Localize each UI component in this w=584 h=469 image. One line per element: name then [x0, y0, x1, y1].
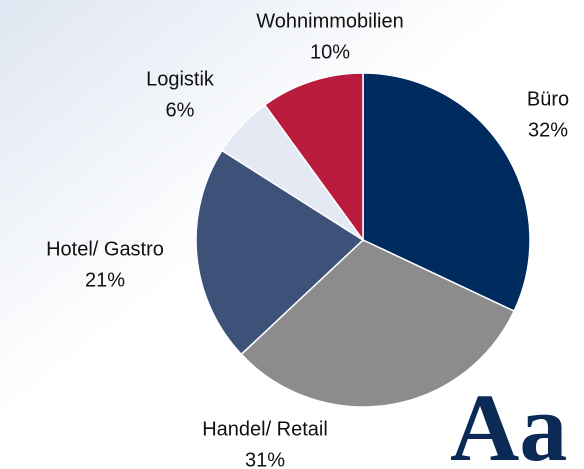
slice-value-label: 32%	[528, 119, 568, 141]
pie-slice	[362, 72, 531, 313]
slice-value-label: 31%	[245, 449, 285, 469]
slice-value-label: 6%	[166, 99, 195, 121]
slice-label: Handel/ Retail	[202, 418, 328, 440]
slice-value-label: 21%	[85, 269, 125, 291]
slice-label: Büro	[527, 88, 569, 110]
pie	[195, 72, 531, 408]
slice-label: Hotel/ Gastro	[46, 238, 164, 260]
slice-label: Logistik	[146, 68, 215, 90]
pie-slice	[263, 72, 364, 243]
slice-value-label: 10%	[310, 41, 350, 63]
pie-slice	[195, 149, 365, 356]
logo: Aa	[450, 374, 567, 469]
slice-label: Wohnimmobilien	[256, 10, 403, 32]
pie-slice	[240, 239, 516, 408]
